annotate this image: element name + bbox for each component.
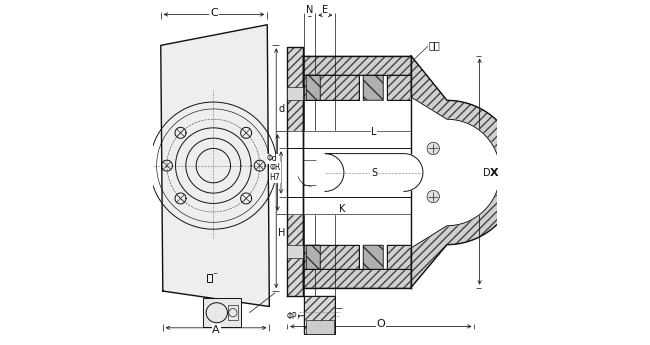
Circle shape (427, 142, 439, 155)
Text: Φd: Φd (267, 154, 278, 163)
Polygon shape (303, 56, 411, 75)
Polygon shape (161, 25, 269, 306)
Text: ΦR
H7: ΦR H7 (269, 163, 280, 182)
Text: H: H (278, 228, 285, 238)
Text: N: N (306, 5, 313, 15)
Polygon shape (363, 245, 384, 269)
Polygon shape (387, 75, 411, 100)
Polygon shape (304, 296, 335, 334)
Text: d: d (278, 104, 285, 114)
Text: K: K (339, 204, 345, 214)
Text: A: A (213, 325, 220, 335)
Polygon shape (303, 245, 359, 269)
Bar (207, 274, 213, 283)
Polygon shape (325, 154, 423, 191)
Text: X: X (490, 168, 499, 177)
Bar (306, 320, 333, 334)
Polygon shape (303, 269, 411, 288)
Text: 油封: 油封 (428, 40, 440, 50)
Polygon shape (287, 148, 411, 197)
Text: O: O (376, 319, 385, 329)
Text: D: D (483, 168, 491, 177)
Polygon shape (306, 245, 320, 269)
Text: S: S (372, 168, 378, 177)
Polygon shape (287, 47, 303, 296)
Text: L: L (371, 127, 377, 137)
Text: C: C (210, 8, 218, 18)
Text: E: E (322, 5, 328, 15)
Bar (287, 87, 303, 100)
Polygon shape (306, 75, 320, 100)
Text: ΦP: ΦP (287, 312, 298, 321)
Polygon shape (411, 97, 500, 248)
Polygon shape (287, 131, 411, 214)
Bar (287, 245, 303, 258)
Circle shape (427, 190, 439, 203)
Polygon shape (363, 75, 384, 100)
Polygon shape (387, 245, 411, 269)
Polygon shape (303, 75, 359, 100)
Bar (228, 305, 238, 320)
Bar (203, 298, 240, 327)
Polygon shape (411, 56, 519, 288)
